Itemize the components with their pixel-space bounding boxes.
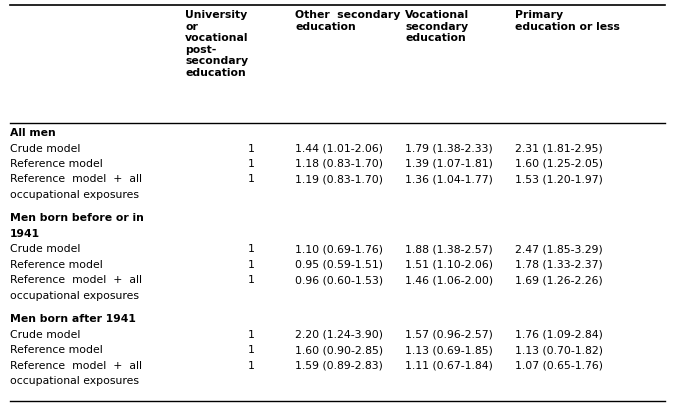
Text: Crude model: Crude model xyxy=(10,245,80,254)
Text: 1: 1 xyxy=(248,260,255,270)
Text: 1.78 (1.33-2.37): 1.78 (1.33-2.37) xyxy=(515,260,603,270)
Text: 1.18 (0.83-1.70): 1.18 (0.83-1.70) xyxy=(295,159,383,169)
Text: 1: 1 xyxy=(248,245,255,254)
Text: Reference model: Reference model xyxy=(10,345,103,356)
Text: 1: 1 xyxy=(248,275,255,286)
Text: 1.13 (0.69-1.85): 1.13 (0.69-1.85) xyxy=(405,345,493,356)
Text: Men born after 1941: Men born after 1941 xyxy=(10,315,136,324)
Text: 1.60 (0.90-2.85): 1.60 (0.90-2.85) xyxy=(295,345,383,356)
Text: 2.31 (1.81-2.95): 2.31 (1.81-2.95) xyxy=(515,143,603,153)
Text: 1.69 (1.26-2.26): 1.69 (1.26-2.26) xyxy=(515,275,603,286)
Text: 1.19 (0.83-1.70): 1.19 (0.83-1.70) xyxy=(295,175,383,185)
Text: 1.76 (1.09-2.84): 1.76 (1.09-2.84) xyxy=(515,330,603,340)
Text: 1.88 (1.38-2.57): 1.88 (1.38-2.57) xyxy=(405,245,493,254)
Text: 1: 1 xyxy=(248,345,255,356)
Text: 1: 1 xyxy=(248,330,255,340)
Text: Crude model: Crude model xyxy=(10,330,80,340)
Text: 1: 1 xyxy=(248,159,255,169)
Text: 1: 1 xyxy=(248,175,255,185)
Text: Men born before or in: Men born before or in xyxy=(10,213,144,224)
Text: occupational exposures: occupational exposures xyxy=(10,190,139,200)
Text: Reference  model  +  all: Reference model + all xyxy=(10,175,142,185)
Text: Reference  model  +  all: Reference model + all xyxy=(10,361,142,371)
Text: occupational exposures: occupational exposures xyxy=(10,377,139,386)
Text: Crude model: Crude model xyxy=(10,143,80,153)
Text: 1.36 (1.04-1.77): 1.36 (1.04-1.77) xyxy=(405,175,493,185)
Text: 1: 1 xyxy=(248,143,255,153)
Text: 0.96 (0.60-1.53): 0.96 (0.60-1.53) xyxy=(295,275,383,286)
Text: 0.95 (0.59-1.51): 0.95 (0.59-1.51) xyxy=(295,260,383,270)
Text: 1.10 (0.69-1.76): 1.10 (0.69-1.76) xyxy=(295,245,383,254)
Text: occupational exposures: occupational exposures xyxy=(10,291,139,301)
Text: Primary
education or less: Primary education or less xyxy=(515,10,620,32)
Text: 2.20 (1.24-3.90): 2.20 (1.24-3.90) xyxy=(295,330,383,340)
Text: Reference model: Reference model xyxy=(10,260,103,270)
Text: 1.07 (0.65-1.76): 1.07 (0.65-1.76) xyxy=(515,361,603,371)
Text: 1.59 (0.89-2.83): 1.59 (0.89-2.83) xyxy=(295,361,383,371)
Text: 1: 1 xyxy=(248,361,255,371)
Text: Reference  model  +  all: Reference model + all xyxy=(10,275,142,286)
Text: 1.51 (1.10-2.06): 1.51 (1.10-2.06) xyxy=(405,260,493,270)
Text: Other  secondary
education: Other secondary education xyxy=(295,10,400,32)
Text: 1.53 (1.20-1.97): 1.53 (1.20-1.97) xyxy=(515,175,603,185)
Text: Vocational
secondary
education: Vocational secondary education xyxy=(405,10,469,43)
Text: All men: All men xyxy=(10,128,56,138)
Text: 2.47 (1.85-3.29): 2.47 (1.85-3.29) xyxy=(515,245,603,254)
Text: 1.39 (1.07-1.81): 1.39 (1.07-1.81) xyxy=(405,159,493,169)
Text: 1.46 (1.06-2.00): 1.46 (1.06-2.00) xyxy=(405,275,493,286)
Text: University
or
vocational
post-
secondary
education: University or vocational post- secondary… xyxy=(185,10,248,78)
Text: 1.60 (1.25-2.05): 1.60 (1.25-2.05) xyxy=(515,159,603,169)
Text: Reference model: Reference model xyxy=(10,159,103,169)
Text: 1.57 (0.96-2.57): 1.57 (0.96-2.57) xyxy=(405,330,493,340)
Text: 1.11 (0.67-1.84): 1.11 (0.67-1.84) xyxy=(405,361,493,371)
Text: 1.13 (0.70-1.82): 1.13 (0.70-1.82) xyxy=(515,345,603,356)
Text: 1941: 1941 xyxy=(10,229,40,239)
Text: 1.44 (1.01-2.06): 1.44 (1.01-2.06) xyxy=(295,143,383,153)
Text: 1.79 (1.38-2.33): 1.79 (1.38-2.33) xyxy=(405,143,493,153)
